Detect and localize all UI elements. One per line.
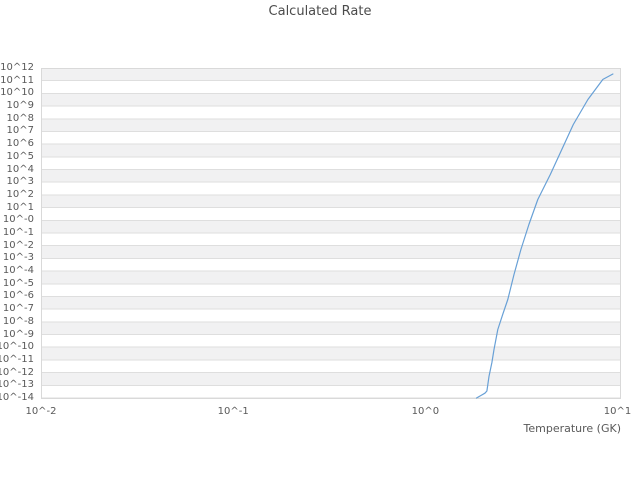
y-tick-label: 10^6: [6, 138, 34, 150]
y-tick-label: 10^-5: [2, 277, 34, 289]
y-tick-label: 10^-9: [2, 328, 34, 340]
plot-border: [41, 68, 621, 399]
decade-band: [41, 245, 621, 259]
y-tick-label: 10^-4: [2, 265, 34, 277]
y-tick-label: 10^-2: [2, 239, 34, 251]
y-tick-label: 10^-7: [2, 303, 34, 315]
rate-curve-plot: [41, 68, 621, 399]
decade-band: [41, 347, 621, 360]
y-tick-label: 10^5: [6, 150, 34, 162]
y-tick-label: 10^10: [0, 87, 34, 99]
y-tick-label: 10^-8: [2, 315, 34, 327]
decade-band: [41, 93, 621, 107]
y-tick-label: 10^-14: [0, 392, 34, 403]
y-tick-label: 10^-10: [0, 341, 34, 353]
x-axis-title: Temperature (GK): [523, 422, 622, 435]
y-tick-label: 10^8: [6, 112, 34, 124]
x-tick-label: 10^0: [411, 406, 440, 417]
rate-curve: [475, 73, 614, 399]
y-tick-label: 10^-11: [0, 353, 34, 365]
x-tick-label: 10^-1: [217, 406, 249, 417]
decade-band: [41, 68, 621, 81]
decade-band: [41, 169, 621, 183]
y-tick-label: 10^-1: [2, 227, 34, 238]
y-tick-label: 10^-6: [2, 290, 34, 302]
y-tick-label: 10^-13: [0, 379, 34, 391]
y-tick-label: 10^11: [0, 74, 34, 86]
x-tick-label: 10^-2: [25, 406, 57, 417]
decade-band: [41, 118, 621, 132]
decade-band: [41, 296, 621, 310]
decade-band: [41, 194, 621, 208]
y-tick-label: 10^1: [6, 201, 34, 213]
y-tick-label: 10^2: [6, 188, 34, 200]
y-tick-label: 10^3: [6, 176, 34, 188]
y-tick-label: 10^-3: [2, 252, 34, 264]
y-tick-label: 10^4: [6, 163, 34, 175]
decade-band: [41, 220, 621, 233]
decade-band: [41, 144, 621, 157]
plot-area: [41, 68, 621, 399]
y-tick-label: 10^-0: [2, 214, 34, 226]
y-tick-label: 10^9: [6, 100, 34, 112]
chart-title: Calculated Rate: [268, 4, 372, 19]
y-tick-label: 10^7: [6, 125, 34, 137]
y-tick-label: 10^-12: [0, 366, 34, 378]
decade-band: [41, 271, 621, 284]
decade-band: [41, 321, 621, 335]
x-tick-label: 10^1: [603, 406, 632, 417]
decade-band: [41, 372, 621, 386]
y-tick-label: 10^12: [0, 62, 34, 73]
